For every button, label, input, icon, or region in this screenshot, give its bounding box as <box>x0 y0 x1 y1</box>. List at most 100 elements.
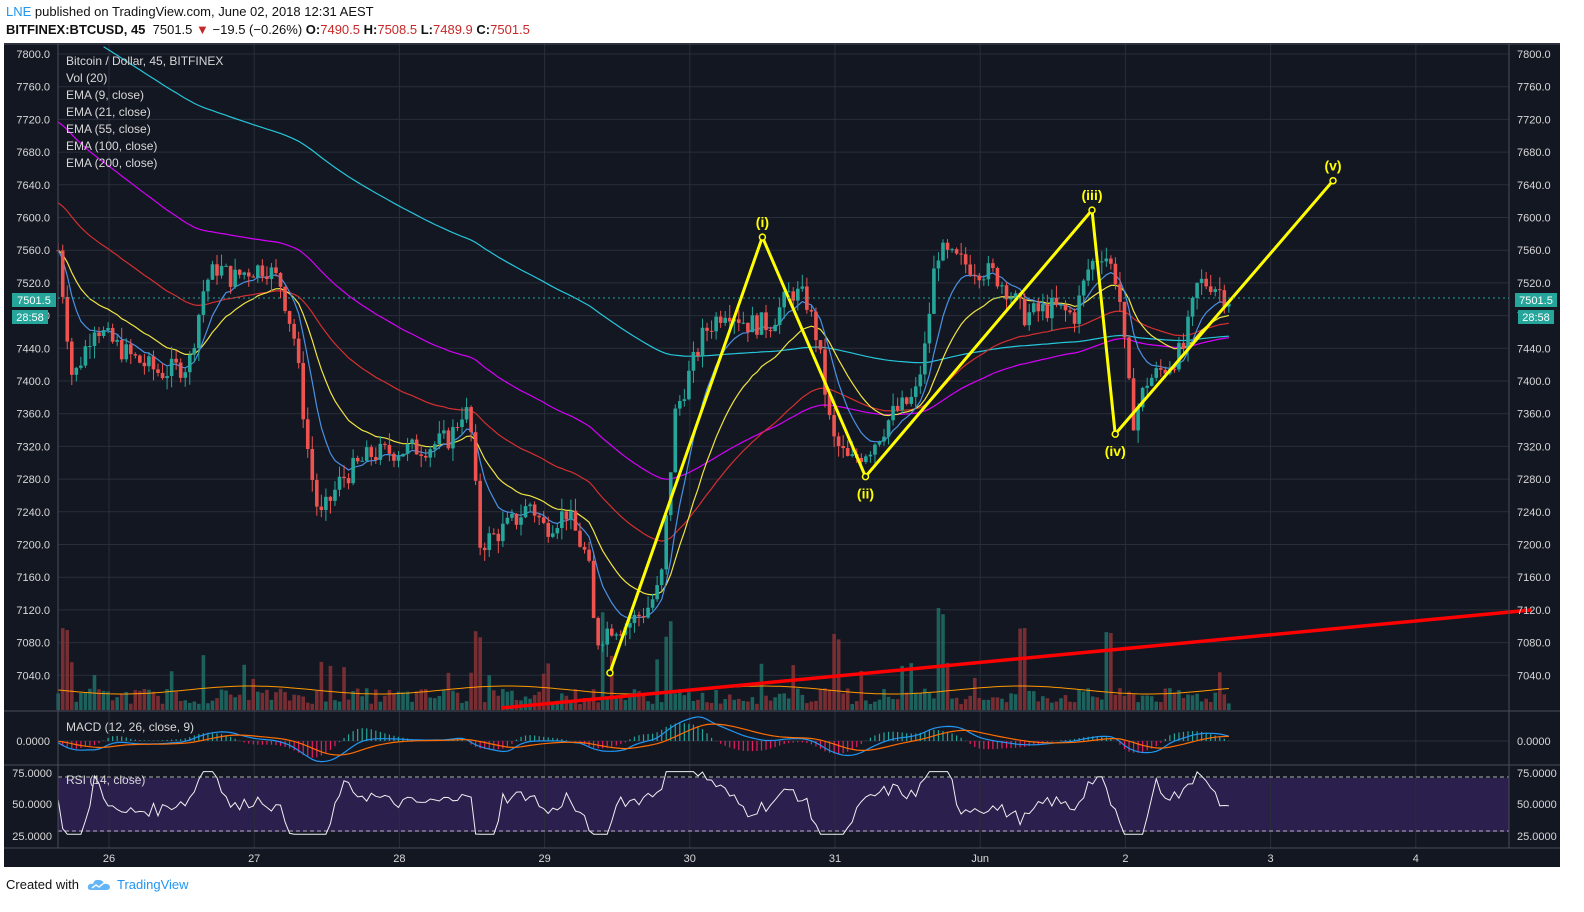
volume-bar <box>106 691 110 710</box>
volume-bar <box>1154 701 1159 710</box>
volume-bar <box>251 678 256 710</box>
candle-body <box>950 249 954 251</box>
wave-point-5 <box>1329 176 1337 185</box>
candle-body <box>691 351 696 371</box>
volume-bar <box>991 697 995 710</box>
candle-body <box>555 528 560 534</box>
candle-body <box>1072 312 1077 324</box>
legend-ema200[interactable]: EMA (200, close) <box>66 156 158 170</box>
legend-symbol[interactable]: Bitcoin / Dollar, 45, BITFINEX <box>66 54 224 68</box>
author-link[interactable]: LNE <box>6 4 32 19</box>
volume-bar <box>932 698 936 710</box>
candle-body <box>156 369 160 373</box>
volume-bar <box>1086 688 1090 710</box>
candle-body <box>410 439 414 444</box>
x-tick-0: 26 <box>103 853 115 865</box>
volume-bar <box>986 699 991 710</box>
wave-label-5: (v) <box>1324 158 1341 174</box>
candle-body <box>328 496 333 501</box>
volume-bar <box>1031 691 1036 710</box>
candle-body <box>128 344 133 355</box>
candles <box>56 239 1231 657</box>
volume-bar <box>805 703 809 710</box>
volume-bar <box>523 696 528 710</box>
candle-body <box>632 614 637 624</box>
volume-bar <box>464 701 469 710</box>
legend-ema100[interactable]: EMA (100, close) <box>66 139 158 153</box>
candle-body <box>88 345 92 347</box>
candle-body <box>178 362 183 378</box>
volume-bar <box>841 693 845 710</box>
volume-bar <box>1054 701 1059 710</box>
candle-body <box>550 533 555 537</box>
volume-bar <box>1072 702 1077 710</box>
candle-body <box>174 358 178 363</box>
volume-bar <box>88 688 92 710</box>
y-tick-right-7200: 7200.0 <box>1517 540 1551 552</box>
candle-body <box>97 332 101 336</box>
volume-bar <box>614 697 619 710</box>
x-tick-7: 2 <box>1122 853 1128 865</box>
volume-bar <box>1181 697 1186 710</box>
candle-body <box>523 506 528 518</box>
volume-bar <box>478 637 482 710</box>
candle-body <box>1041 304 1045 312</box>
candle-body <box>977 275 982 281</box>
candle-body <box>251 276 256 278</box>
candle-body <box>360 460 364 462</box>
volume-bar <box>392 693 396 710</box>
candle-body <box>1050 297 1054 319</box>
candle-body <box>1113 263 1118 285</box>
legend-vol[interactable]: Vol (20) <box>66 71 108 85</box>
macd-signal-line <box>58 723 1229 756</box>
candle-body <box>795 288 800 301</box>
candle-body <box>809 309 814 312</box>
legend-ema55[interactable]: EMA (55, close) <box>66 122 151 136</box>
wave-point-2 <box>861 472 870 481</box>
y-tick-left-7800: 7800.0 <box>16 49 50 61</box>
volume-bar <box>687 692 691 710</box>
candle-body <box>119 340 124 360</box>
volume-bar <box>850 703 855 710</box>
candle-body <box>805 286 809 310</box>
candle-body <box>727 317 732 322</box>
trendline-group[interactable] <box>500 608 1533 710</box>
candle-body <box>1186 316 1190 349</box>
candle-body <box>228 265 233 287</box>
volume-bar <box>187 702 192 710</box>
volume-bar <box>700 692 705 710</box>
candle-body <box>646 607 650 618</box>
high-value: 7508.5 <box>377 22 418 37</box>
axes: 7800.0 7800.0 7760.0 7760.0 7720.0 7720.0 7680… <box>4 43 1560 865</box>
candle-body <box>92 332 97 346</box>
tradingview-brand[interactable]: TradingView <box>87 877 189 892</box>
candle-body <box>464 407 469 420</box>
volume-bar <box>147 689 151 710</box>
created-with-text: Created with <box>6 877 79 892</box>
volume-bar <box>351 691 355 710</box>
volume-bar <box>278 688 283 710</box>
candle-body <box>991 263 995 269</box>
candle-body <box>151 356 156 370</box>
volume-bar <box>696 699 700 710</box>
volume-bar <box>197 703 201 710</box>
volume-bar <box>324 701 328 710</box>
volume-bar <box>1090 696 1095 710</box>
volume-bar <box>954 697 959 710</box>
y-tick-left-7560: 7560.0 <box>16 245 50 257</box>
volume-bar <box>646 701 650 710</box>
volume-bar <box>768 700 773 710</box>
volume-bar <box>337 701 342 710</box>
x-tick-4: 30 <box>684 853 696 865</box>
price-tag-left-price: 7501.5 <box>17 295 51 307</box>
wave-label-4: (iv) <box>1105 443 1126 459</box>
volume-bar <box>673 693 678 710</box>
legend-ema21[interactable]: EMA (21, close) <box>66 105 151 119</box>
elliott-wave[interactable]: (i) (ii) (iii) (iv) (v) <box>606 158 1342 677</box>
legend-ema9[interactable]: EMA (9, close) <box>66 88 145 102</box>
volume-bar <box>287 700 292 710</box>
candle-body <box>668 472 673 516</box>
volume-bar <box>69 662 74 710</box>
volume-bar <box>968 695 973 710</box>
